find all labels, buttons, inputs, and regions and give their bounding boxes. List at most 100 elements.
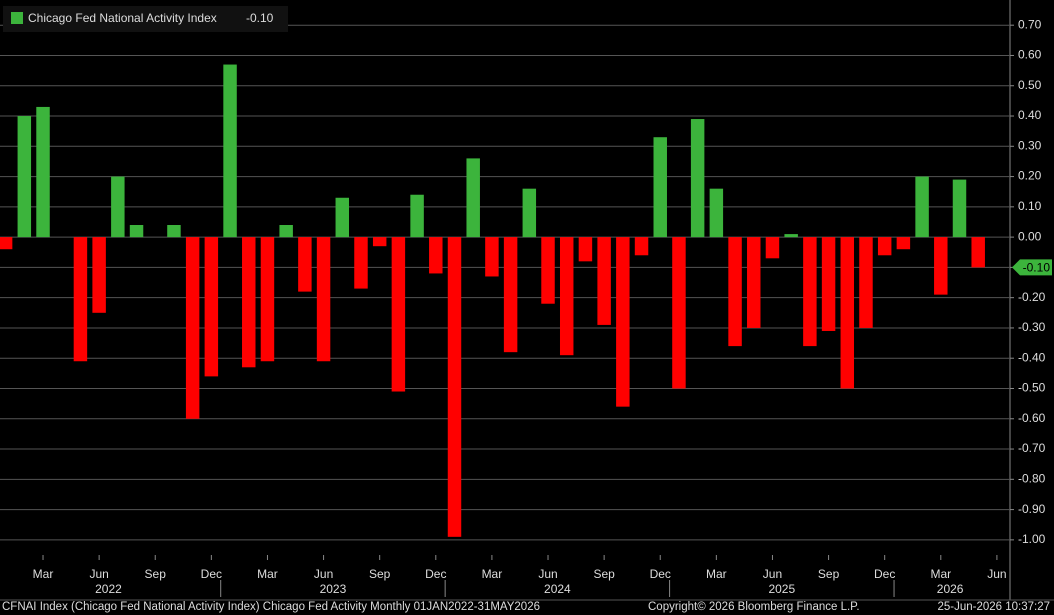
bar: [298, 237, 312, 292]
last-value-label: -0.10: [1023, 261, 1051, 275]
bar: [17, 116, 32, 238]
y-tick-label: 0.70: [1018, 17, 1042, 31]
x-tick-label: Sep: [145, 567, 167, 581]
bar: [877, 237, 892, 256]
bar: [840, 237, 855, 389]
bar: [485, 237, 499, 277]
y-tick-label: 0.10: [1018, 199, 1042, 213]
bar: [522, 188, 537, 238]
bar: [634, 237, 649, 256]
footer-left: CFNAI Index (Chicago Fed National Activi…: [2, 601, 540, 613]
year-label: 2023: [320, 582, 347, 596]
x-tick-label: Mar: [482, 567, 503, 581]
x-tick-label: Sep: [818, 567, 840, 581]
y-tick-label: -0.80: [1018, 471, 1046, 485]
bar: [821, 237, 836, 331]
x-tick-label: Dec: [425, 567, 446, 581]
y-tick-label: 0.40: [1018, 108, 1042, 122]
bar: [859, 237, 873, 328]
bar: [372, 237, 387, 247]
bar: [616, 237, 630, 407]
x-tick-label: Jun: [538, 567, 557, 581]
bar: [335, 197, 350, 238]
bar: [204, 237, 219, 377]
bar: [653, 137, 667, 238]
bar: [578, 237, 593, 262]
y-tick-label: -0.40: [1018, 350, 1046, 364]
y-tick-label: 0.30: [1018, 138, 1042, 152]
bar: [971, 237, 985, 268]
y-tick-label: -0.60: [1018, 411, 1046, 425]
bar: [410, 194, 424, 238]
x-tick-label: Jun: [763, 567, 782, 581]
legend-label: Chicago Fed National Activity Index: [28, 11, 217, 25]
y-tick-label: -1.00: [1018, 532, 1046, 546]
year-label: 2025: [768, 582, 795, 596]
x-tick-label: Jun: [314, 567, 333, 581]
bar: [279, 225, 293, 238]
x-tick-label: Sep: [593, 567, 615, 581]
bar: [0, 237, 13, 250]
bar: [354, 237, 368, 289]
bar: [952, 179, 967, 238]
x-tick-label: Jun: [987, 567, 1006, 581]
bar: [391, 237, 406, 392]
bar: [429, 237, 443, 274]
x-tick-label: Mar: [257, 567, 278, 581]
y-tick-label: 0.00: [1018, 229, 1042, 243]
year-label: 2026: [937, 582, 964, 596]
bar: [747, 237, 761, 328]
last-value-tag: [1012, 259, 1052, 276]
bar: [896, 237, 911, 250]
y-tick-label: -0.30: [1018, 320, 1046, 334]
bar: [765, 237, 780, 259]
bar: [709, 188, 724, 238]
legend-box: [3, 6, 288, 32]
y-tick-label: -0.70: [1018, 441, 1046, 455]
y-tick-label: -0.20: [1018, 290, 1046, 304]
x-tick-label: Mar: [706, 567, 727, 581]
bar: [316, 237, 331, 362]
bar: [784, 234, 798, 238]
legend-value: -0.10: [246, 11, 274, 25]
bar: [36, 106, 50, 238]
x-tick-label: Dec: [650, 567, 671, 581]
bar: [541, 237, 555, 304]
bar: [466, 158, 480, 238]
bar: [223, 64, 237, 238]
x-tick-label: Jun: [89, 567, 108, 581]
footer-center: Copyright© 2026 Bloomberg Finance L.P.: [648, 601, 860, 613]
y-tick-label: -0.50: [1018, 381, 1046, 395]
legend-swatch: [11, 12, 23, 24]
bar: [728, 237, 742, 347]
bar: [260, 237, 275, 362]
x-tick-label: Dec: [874, 567, 895, 581]
bar: [803, 237, 817, 347]
bar: [73, 237, 88, 362]
bar: [185, 237, 200, 419]
bar: [92, 237, 106, 313]
bar: [690, 119, 705, 238]
bar: [111, 176, 125, 238]
bar: [167, 225, 181, 238]
bar: [503, 237, 518, 353]
year-label: 2024: [544, 582, 571, 596]
bar: [559, 237, 574, 356]
x-tick-label: Mar: [33, 567, 54, 581]
y-tick-label: 0.50: [1018, 78, 1042, 92]
y-tick-label: 0.60: [1018, 48, 1042, 62]
bar: [447, 237, 462, 537]
bar: [129, 225, 144, 238]
bar: [242, 237, 256, 368]
bar: [672, 237, 686, 389]
x-tick-label: Mar: [930, 567, 951, 581]
year-label: 2022: [95, 582, 122, 596]
footer-right: 25-Jun-2026 10:37:27: [937, 601, 1050, 613]
x-tick-label: Dec: [201, 567, 222, 581]
y-tick-label: -0.90: [1018, 502, 1046, 516]
bar: [597, 237, 611, 325]
y-tick-label: 0.20: [1018, 169, 1042, 183]
bar: [934, 237, 948, 295]
